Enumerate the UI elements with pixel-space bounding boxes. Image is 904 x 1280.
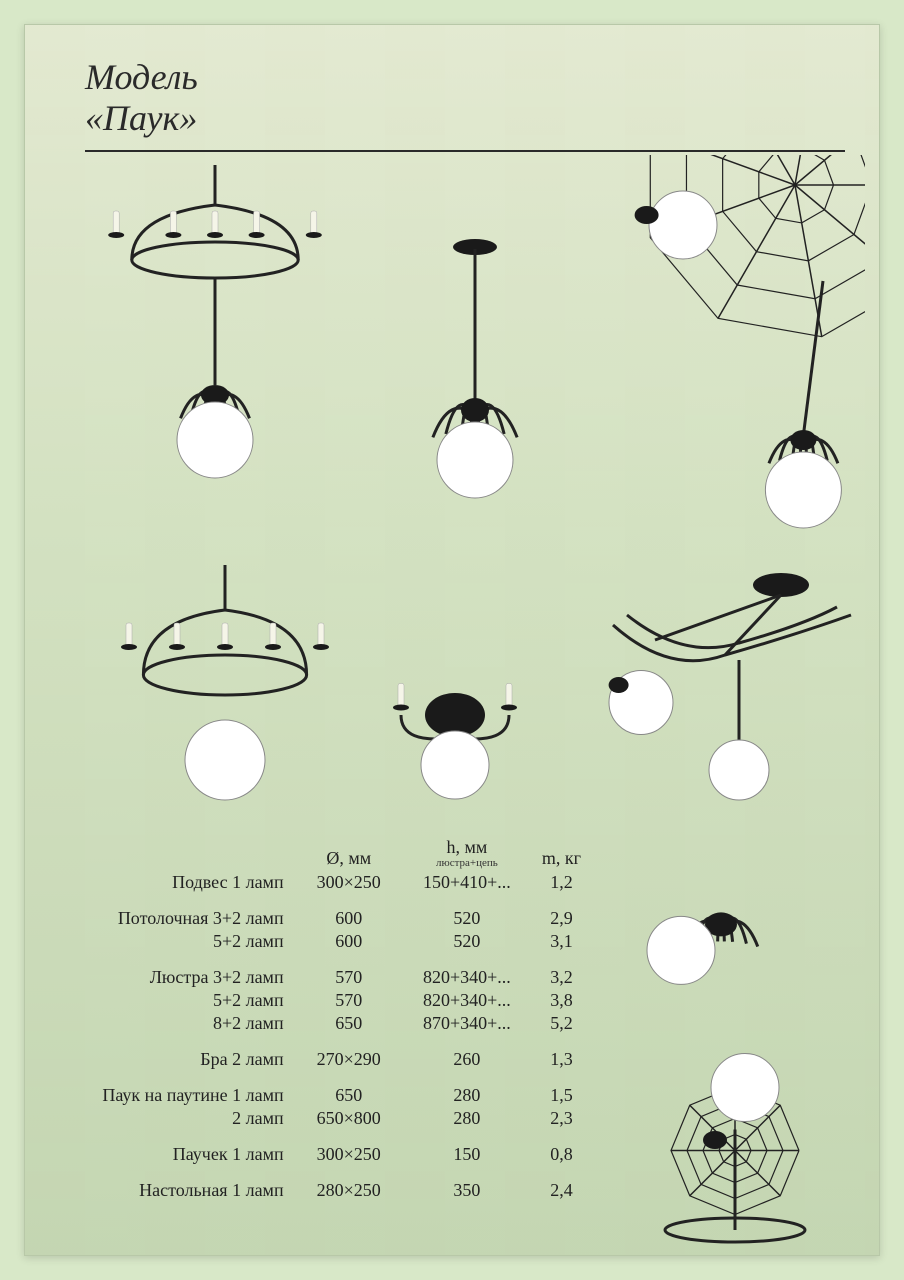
product-table-lamp-right — [635, 1035, 835, 1245]
col-header-height-sub: люстра+цепь — [410, 858, 524, 869]
spec-table: Ø, мм h, мм люстра+цепь m, кг Подвес 1 л… — [73, 835, 593, 1202]
specifications-table: Ø, мм h, мм люстра+цепь m, кг Подвес 1 л… — [73, 835, 593, 1202]
cell-diameter: 600 — [294, 930, 404, 953]
spec-row: Паучек 1 ламп300×2501500,8 — [73, 1130, 593, 1166]
cell-diameter: 270×290 — [294, 1035, 404, 1071]
cell-diameter: 650 — [294, 1071, 404, 1107]
cell-mass: 1,2 — [530, 871, 593, 894]
spec-row: Настольная 1 ламп280×2503502,4 — [73, 1166, 593, 1202]
cell-mass: 3,1 — [530, 930, 593, 953]
spec-row: Паук на паутине 1 ламп6502801,5 — [73, 1071, 593, 1107]
cell-height: 820+340+... — [404, 953, 530, 989]
product-small-spider-right — [625, 875, 785, 1005]
product-chandelier-mid-left — [105, 565, 345, 815]
cell-name: Паучек 1 ламп — [73, 1130, 294, 1166]
spec-row: 8+2 ламп650870+340+...5,2 — [73, 1012, 593, 1035]
cell-name: 2 ламп — [73, 1107, 294, 1130]
cell-name: Паук на паутине 1 ламп — [73, 1071, 294, 1107]
cell-name: Подвес 1 ламп — [73, 871, 294, 894]
cell-name: Настольная 1 ламп — [73, 1166, 294, 1202]
spec-row: 2 ламп650×8002802,3 — [73, 1107, 593, 1130]
spec-row: Бра 2 ламп270×2902601,3 — [73, 1035, 593, 1071]
col-header-mass: m, кг — [530, 835, 593, 871]
cell-diameter: 570 — [294, 953, 404, 989]
cell-name: Бра 2 ламп — [73, 1035, 294, 1071]
cell-name: 8+2 ламп — [73, 1012, 294, 1035]
cell-height: 150+410+... — [404, 871, 530, 894]
cell-height: 520 — [404, 894, 530, 930]
cell-diameter: 600 — [294, 894, 404, 930]
cell-height: 150 — [404, 1130, 530, 1166]
cell-diameter: 300×250 — [294, 871, 404, 894]
cell-diameter: 280×250 — [294, 1166, 404, 1202]
cell-name: Потолочная 3+2 ламп — [73, 894, 294, 930]
spec-row: Потолочная 3+2 ламп6005202,9 — [73, 894, 593, 930]
cell-height: 820+340+... — [404, 989, 530, 1012]
spec-body: Подвес 1 ламп300×250150+410+...1,2Потоло… — [73, 871, 593, 1202]
cell-name: 5+2 ламп — [73, 989, 294, 1012]
cell-height: 260 — [404, 1035, 530, 1071]
spec-header-row: Ø, мм h, мм люстра+цепь m, кг — [73, 835, 593, 871]
product-sconce-center — [365, 655, 545, 805]
spec-row: 5+2 ламп6005203,1 — [73, 930, 593, 953]
col-header-height-main: h, мм — [447, 837, 488, 857]
cell-diameter: 570 — [294, 989, 404, 1012]
cell-diameter: 650×800 — [294, 1107, 404, 1130]
catalog-page: Модель «Паук» Ø, мм h, мм люстра+цепь m,… — [24, 24, 880, 1256]
cell-mass: 1,5 — [530, 1071, 593, 1107]
product-pendant-center — [385, 235, 565, 505]
spec-row: Подвес 1 ламп300×250150+410+...1,2 — [73, 871, 593, 894]
cell-name: Люстра 3+2 ламп — [73, 953, 294, 989]
col-header-height: h, мм люстра+цепь — [404, 835, 530, 871]
product-chandelier-top-left — [85, 165, 345, 495]
cell-mass: 2,4 — [530, 1166, 593, 1202]
cell-mass: 2,3 — [530, 1107, 593, 1130]
cell-height: 280 — [404, 1071, 530, 1107]
cell-mass: 2,9 — [530, 894, 593, 930]
product-web-top-right — [585, 155, 865, 545]
col-header-diameter: Ø, мм — [294, 835, 404, 871]
title-line-1: Модель — [85, 57, 825, 98]
title-line-2: «Паук» — [85, 98, 825, 139]
spec-row: Люстра 3+2 ламп570820+340+...3,2 — [73, 953, 593, 989]
cell-mass: 3,2 — [530, 953, 593, 989]
spec-row: 5+2 ламп570820+340+...3,8 — [73, 989, 593, 1012]
cell-mass: 0,8 — [530, 1130, 593, 1166]
cell-mass: 1,3 — [530, 1035, 593, 1071]
cell-height: 520 — [404, 930, 530, 953]
col-header-name — [73, 835, 294, 871]
cell-height: 280 — [404, 1107, 530, 1130]
product-ceiling-web-right — [585, 565, 865, 815]
cell-height: 350 — [404, 1166, 530, 1202]
cell-diameter: 300×250 — [294, 1130, 404, 1166]
cell-mass: 5,2 — [530, 1012, 593, 1035]
cell-name: 5+2 ламп — [73, 930, 294, 953]
cell-height: 870+340+... — [404, 1012, 530, 1035]
header-rule — [85, 150, 845, 152]
cell-mass: 3,8 — [530, 989, 593, 1012]
cell-diameter: 650 — [294, 1012, 404, 1035]
page-header: Модель «Паук» — [85, 57, 825, 152]
